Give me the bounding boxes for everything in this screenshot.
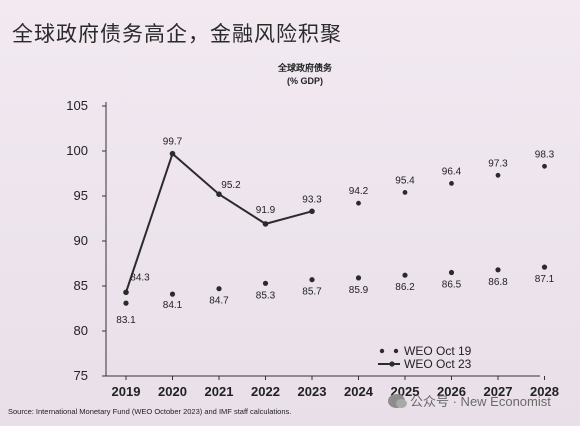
point-weo-oct-19 [541, 264, 548, 270]
watermark-text: 公众号 · New Economist [410, 394, 551, 409]
point-weo-oct-23 [309, 208, 315, 215]
label-weo-oct-23: 98.3 [535, 149, 555, 160]
legend-label-oct-23: WEO Oct 23 [404, 357, 472, 371]
point-weo-oct-19 [169, 291, 176, 297]
label-weo-oct-19: 85.9 [349, 285, 369, 296]
source-note: Source: International Monetary Fund (WEO… [8, 407, 292, 416]
label-weo-oct-23: 91.9 [256, 205, 276, 216]
label-weo-oct-19: 84.7 [209, 296, 229, 307]
label-weo-oct-23: 93.3 [302, 194, 322, 205]
y-tick-label: 75 [74, 368, 88, 383]
label-weo-oct-23: 95.4 [395, 175, 415, 186]
point-weo-oct-23 [495, 172, 501, 178]
point-weo-oct-23 [216, 191, 222, 197]
x-tick-label: 2024 [344, 384, 374, 399]
point-weo-oct-23 [169, 150, 176, 157]
chart-subtitle: (% GDP) [287, 76, 323, 86]
point-weo-oct-23 [123, 289, 129, 296]
point-weo-oct-19 [495, 267, 501, 273]
chart-title-block: 全球政府债务 (% GDP) [250, 62, 360, 88]
legend-marker-oct-19 [393, 348, 399, 354]
label-weo-oct-19: 87.1 [535, 274, 555, 285]
legend-marker-oct-23 [389, 361, 395, 367]
x-tick-label: 2027 [484, 384, 513, 399]
point-weo-oct-19 [309, 277, 315, 283]
point-weo-oct-19 [355, 275, 362, 281]
point-weo-oct-19 [216, 286, 222, 292]
label-weo-oct-23: 94.2 [349, 186, 369, 197]
x-tick-label: 2028 [530, 384, 559, 399]
point-weo-oct-23 [356, 200, 361, 206]
label-weo-oct-19: 85.7 [302, 287, 322, 298]
label-weo-oct-19: 86.2 [395, 282, 415, 293]
x-tick-label: 2019 [112, 384, 141, 399]
x-tick-label: 2026 [437, 384, 466, 399]
label-weo-oct-23: 97.3 [488, 158, 508, 169]
point-weo-oct-19 [402, 272, 408, 278]
label-weo-oct-19: 84.1 [163, 300, 183, 311]
label-weo-oct-23: 96.4 [442, 166, 462, 177]
point-weo-oct-19 [262, 280, 269, 286]
y-tick-label: 105 [66, 98, 88, 113]
point-weo-oct-23 [402, 190, 408, 195]
slide-title: 全球政府债务高企，金融风险积聚 [12, 22, 342, 46]
point-weo-oct-19 [448, 269, 455, 276]
y-tick-label: 80 [74, 323, 88, 338]
point-weo-oct-23 [449, 181, 454, 186]
y-tick-label: 95 [74, 188, 88, 203]
label-weo-oct-23: 95.2 [221, 180, 241, 191]
label-weo-oct-23: 84.3 [130, 272, 150, 283]
label-weo-oct-19: 83.1 [116, 315, 136, 326]
y-tick-label: 90 [74, 233, 88, 248]
point-weo-oct-23 [262, 221, 269, 227]
x-tick-label: 2021 [205, 384, 234, 399]
x-tick-label: 2022 [251, 384, 280, 399]
chart-title: 全球政府债务 [277, 63, 332, 73]
point-weo-oct-19 [123, 300, 129, 306]
y-tick-label: 100 [66, 143, 88, 158]
label-weo-oct-19: 85.3 [256, 290, 276, 301]
watermark: 公众号 · New Economist [388, 391, 551, 410]
label-weo-oct-23: 99.7 [163, 137, 183, 148]
label-weo-oct-19: 86.5 [442, 280, 462, 291]
point-weo-oct-23 [542, 163, 547, 169]
legend-label-oct-19: WEO Oct 19 [404, 344, 472, 358]
label-weo-oct-19: 86.8 [488, 277, 508, 288]
x-tick-label: 2023 [298, 384, 327, 399]
line-weo-oct-23 [125, 151, 313, 293]
wechat-icon [388, 393, 407, 408]
x-tick-label: 2020 [158, 384, 187, 399]
y-tick-label: 85 [74, 278, 88, 293]
legend-marker-oct-19 [379, 348, 385, 354]
